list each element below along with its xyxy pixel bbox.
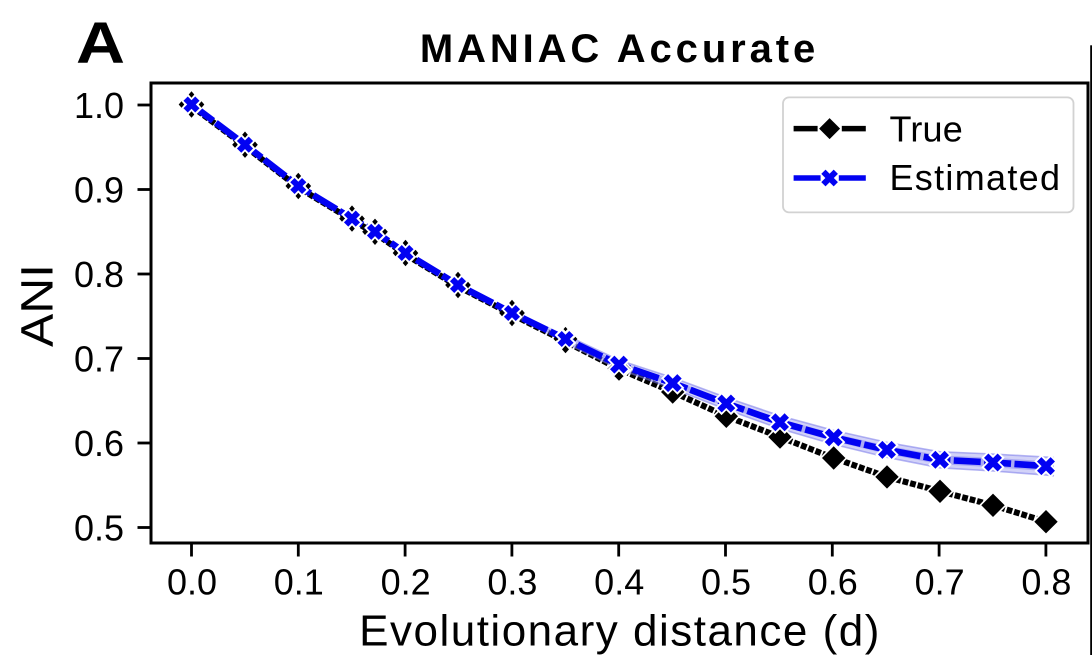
svg-text:MANIAC Accurate: MANIAC Accurate <box>420 27 819 71</box>
svg-text:0.1: 0.1 <box>274 562 324 603</box>
svg-text:0.6: 0.6 <box>74 423 124 464</box>
svg-text:0.2: 0.2 <box>381 562 431 603</box>
svg-text:0.8: 0.8 <box>1021 562 1071 603</box>
svg-text:0.8: 0.8 <box>74 254 124 295</box>
svg-text:0.0: 0.0 <box>167 562 217 603</box>
svg-text:Evolutionary distance (d): Evolutionary distance (d) <box>359 606 881 655</box>
svg-text:0.5: 0.5 <box>701 562 751 603</box>
svg-text:0.5: 0.5 <box>74 508 124 549</box>
svg-text:Estimated: Estimated <box>890 157 1062 198</box>
svg-text:0.7: 0.7 <box>915 562 965 603</box>
svg-text:0.6: 0.6 <box>808 562 858 603</box>
svg-text:ANI: ANI <box>12 264 63 347</box>
svg-text:0.4: 0.4 <box>594 562 644 603</box>
svg-text:0.9: 0.9 <box>74 170 124 211</box>
svg-text:A: A <box>76 11 125 76</box>
svg-text:0.3: 0.3 <box>487 562 537 603</box>
svg-text:0.7: 0.7 <box>74 339 124 380</box>
svg-text:True: True <box>890 109 964 150</box>
svg-text:1.0: 1.0 <box>74 85 124 126</box>
